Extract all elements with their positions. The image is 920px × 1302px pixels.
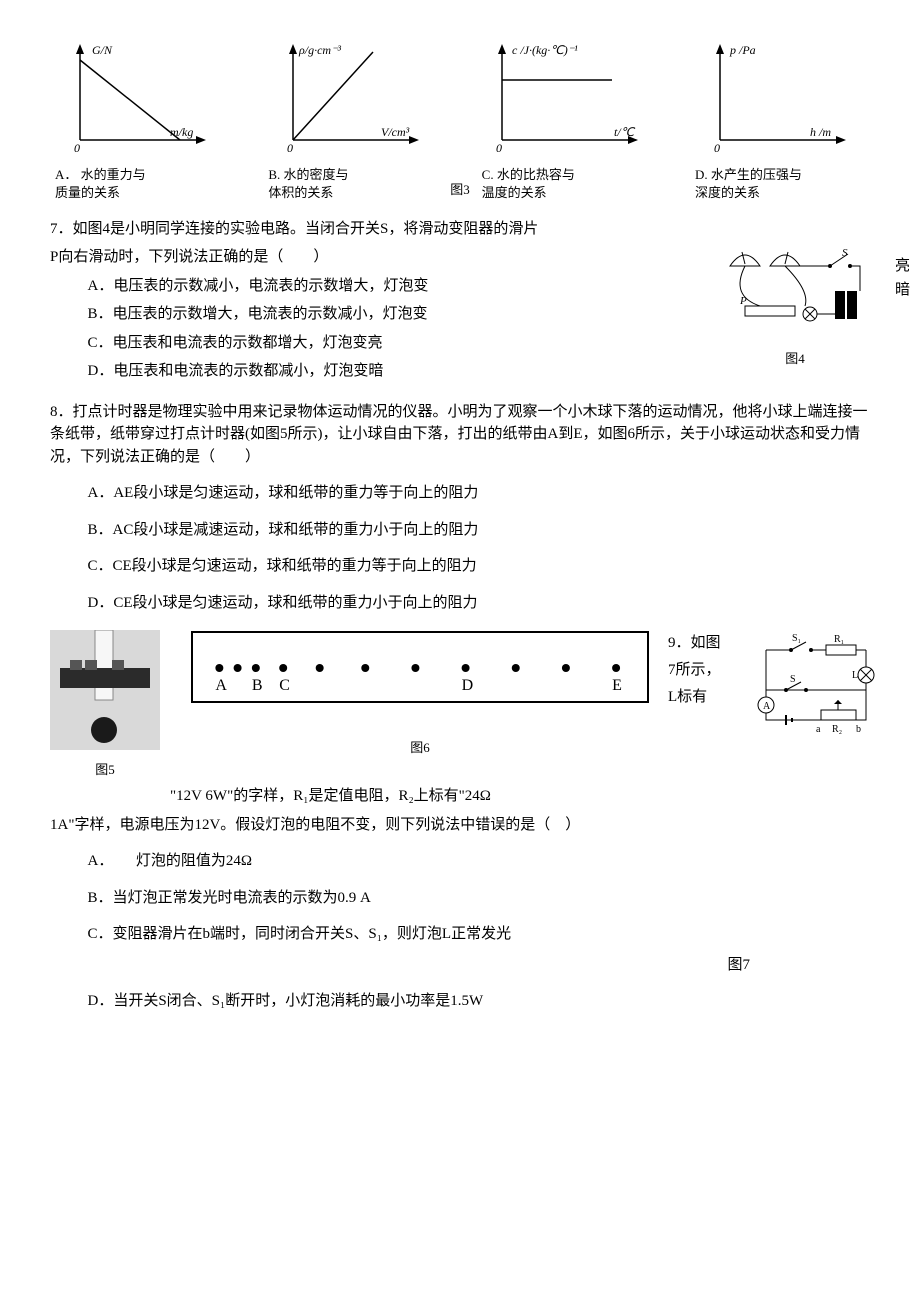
- svg-text:E: E: [612, 677, 622, 694]
- q7-tail-a: 亮: [895, 254, 910, 278]
- graph-b: 0 ρ/g·cm⁻³ V/cm³ B. 水的密度与 体积的关系: [263, 40, 443, 202]
- svg-text:c /J·(kg·℃)⁻¹: c /J·(kg·℃)⁻¹: [512, 43, 578, 57]
- graph-d-caption: D. 水产生的压强与 深度的关系: [685, 166, 875, 202]
- svg-text:D: D: [462, 677, 474, 694]
- svg-text:m/kg: m/kg: [170, 125, 193, 139]
- q8-option-b: B．AC段小球是减速运动，球和纸带的重力小于向上的阻力: [88, 519, 871, 542]
- svg-text:A: A: [215, 677, 227, 694]
- graph-c-caption: C. 水的比热容与 温度的关系: [472, 166, 662, 202]
- question-8: 8．打点计时器是物理实验中用来记录物体运动情况的仪器。小明为了观察一个小木球下落…: [50, 401, 870, 780]
- svg-text:ρ/g·cm⁻³: ρ/g·cm⁻³: [298, 43, 341, 57]
- q9-stem-1: 9．如图: [668, 630, 738, 657]
- figure-4-label: 图4: [710, 349, 880, 369]
- figure-7: S₁ R₁ L S: [756, 630, 876, 748]
- figure-4: P S 图4: [710, 236, 880, 369]
- q9-stem-side: 9．如图 7所示， L标有: [668, 630, 738, 711]
- svg-text:S: S: [790, 674, 796, 685]
- svg-text:h /m: h /m: [810, 125, 831, 139]
- graph-d-svg: 0 p /Pa h /m: [700, 40, 860, 160]
- figure-5-label: 图5: [50, 760, 160, 780]
- q9-stem-line3: 1A"字样，电源电压为12V。假设灯泡的电阻不变，则下列说法中错误的是（ ）: [50, 814, 870, 837]
- graph-c-svg: 0 c /J·(kg·℃)⁻¹ t/℃: [482, 40, 652, 160]
- q9-option-b: B．当灯泡正常发光时电流表的示数为0.9 A: [88, 887, 871, 910]
- figure-6: A BC D E 图6: [190, 630, 650, 757]
- q8-option-d: D．CE段小球是匀速运动，球和纸带的重力小于向上的阻力: [88, 592, 871, 615]
- svg-text:p /Pa: p /Pa: [729, 43, 756, 57]
- tape-svg: A BC D E: [190, 630, 650, 720]
- question-9: "12V 6W"的字样，R₁是定值电阻，R₂上标有"24Ω 1A"字样，电源电压…: [50, 785, 870, 1013]
- graph-b-caption: B. 水的密度与 体积的关系: [258, 166, 448, 202]
- svg-text:R₁: R₁: [834, 634, 844, 645]
- q9-stem-line2: "12V 6W"的字样，R₁是定值电阻，R₂上标有"24Ω: [50, 785, 870, 808]
- svg-text:P: P: [739, 295, 747, 307]
- q9-option-a: A． 灯泡的阻值为24Ω: [88, 850, 871, 873]
- graph-d: 0 p /Pa h /m D. 水产生的压强与 深度的关系: [690, 40, 870, 202]
- graph-c: 0 c /J·(kg·℃)⁻¹ t/℃ C. 水的比热容与 温度的关系: [477, 40, 657, 202]
- q8-stem: 8．打点计时器是物理实验中用来记录物体运动情况的仪器。小明为了观察一个小木球下落…: [50, 401, 870, 469]
- q8-option-a: A．AE段小球是匀速运动，球和纸带的重力等于向上的阻力: [88, 482, 871, 505]
- svg-text:C: C: [279, 677, 290, 694]
- figure-6-label: 图6: [190, 738, 650, 758]
- svg-text:0: 0: [74, 141, 80, 155]
- q9-stem-3: L标有: [668, 684, 738, 711]
- q7-tail-b: 暗: [895, 278, 910, 302]
- svg-text:0: 0: [287, 141, 293, 155]
- q7-tail-chars: 亮 暗: [895, 254, 910, 302]
- figure-5: 图5: [50, 630, 160, 779]
- svg-text:S₁: S₁: [792, 633, 801, 644]
- svg-text:V/cm³: V/cm³: [381, 125, 410, 139]
- figure-7-label: 图7: [88, 954, 871, 977]
- svg-text:B: B: [252, 677, 263, 694]
- q9-options: A． 灯泡的阻值为24Ω B．当灯泡正常发光时电流表的示数为0.9 A C．变阻…: [50, 850, 870, 1013]
- graph-a-caption: A． 水的重力与 质量的关系: [45, 166, 235, 202]
- graph-a-svg: 0 G/N m/kg: [60, 40, 220, 160]
- svg-text:t/℃: t/℃: [614, 125, 636, 139]
- question-7: 7．如图4是小明同学连接的实验电路。当闭合开关S，将滑动变阻器的滑片 P向右滑动…: [50, 218, 870, 383]
- q9-option-d: D．当开关S闭合、S₁断开时，小灯泡消耗的最小功率是1.5W: [88, 990, 871, 1013]
- svg-text:G/N: G/N: [92, 43, 113, 57]
- q9-stem-2: 7所示，: [668, 657, 738, 684]
- svg-text:b: b: [856, 724, 861, 735]
- q8-options: A．AE段小球是匀速运动，球和纸带的重力等于向上的阻力 B．AC段小球是减速运动…: [50, 482, 870, 614]
- graph-a: 0 G/N m/kg A． 水的重力与 质量的关系: [50, 40, 230, 202]
- svg-text:L: L: [852, 670, 858, 681]
- svg-text:A: A: [763, 701, 771, 712]
- q8-option-c: C．CE段小球是匀速运动，球和纸带的重力等于向上的阻力: [88, 555, 871, 578]
- svg-text:a: a: [816, 724, 821, 735]
- graph-b-svg: 0 ρ/g·cm⁻³ V/cm³: [273, 40, 433, 160]
- svg-text:0: 0: [714, 141, 720, 155]
- q9-option-c: C．变阻器滑片在b端时，同时闭合开关S、S₁，则灯泡L正常发光: [88, 923, 871, 946]
- figure-3-row: 0 G/N m/kg A． 水的重力与 质量的关系 0 ρ/g·cm⁻³ V/c…: [50, 40, 870, 202]
- svg-text:R₂: R₂: [832, 724, 842, 735]
- svg-text:0: 0: [496, 141, 502, 155]
- q8-figures-row: 图5 A BC D E 图6 9．如图 7所示， L标有: [50, 630, 870, 779]
